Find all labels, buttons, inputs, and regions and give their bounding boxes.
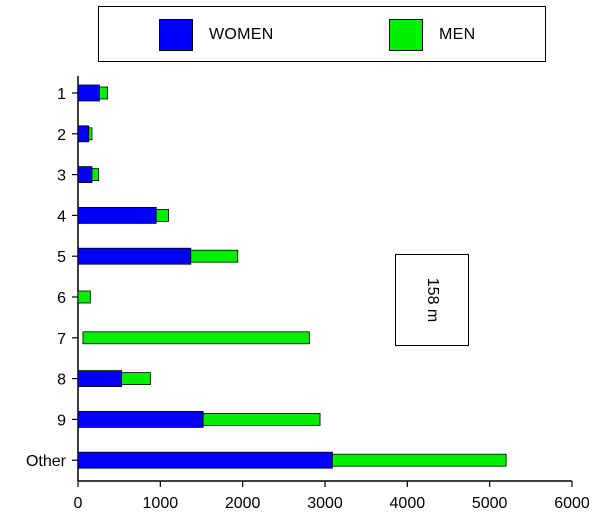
- legend-swatch-men: [389, 19, 423, 51]
- bar-men: [190, 249, 239, 263]
- y-tick-label: Other: [26, 453, 67, 470]
- legend-label-women: WOMEN: [209, 26, 274, 43]
- annotation-text: 158 m: [424, 277, 441, 323]
- legend-label-men: MEN: [439, 26, 476, 43]
- legend: WOMEN MEN: [98, 6, 546, 62]
- annotation-box: 158 m: [395, 254, 469, 346]
- bar-men: [121, 372, 151, 386]
- y-tick-label: 3: [57, 168, 66, 185]
- bar-men: [155, 208, 169, 222]
- y-tick-label: 4: [57, 208, 66, 225]
- bar-men: [77, 290, 91, 304]
- bar-women: [77, 247, 192, 265]
- bar-men: [91, 168, 99, 182]
- legend-swatch-women: [159, 19, 193, 51]
- bar-women: [77, 125, 90, 143]
- bar-men: [99, 86, 109, 100]
- bar-men: [88, 127, 93, 141]
- bar-women: [77, 451, 333, 469]
- legend-item-women: WOMEN: [159, 19, 274, 51]
- y-tick-label: 2: [57, 127, 66, 144]
- y-tick-label: 6: [57, 290, 66, 307]
- x-tick-label: 4000: [390, 495, 426, 512]
- legend-item-men: MEN: [389, 19, 475, 51]
- bar-women: [77, 370, 123, 388]
- bar-women: [77, 84, 100, 102]
- bar-men: [82, 331, 310, 345]
- x-tick-label: 0: [74, 495, 83, 512]
- y-tick-label: 5: [57, 249, 66, 266]
- bar-men: [202, 412, 321, 426]
- y-tick-label: 1: [57, 86, 66, 103]
- bar-women: [77, 166, 93, 184]
- x-tick-label: 2000: [225, 495, 261, 512]
- y-tick-label: 7: [57, 331, 66, 348]
- x-tick-label: 6000: [554, 495, 590, 512]
- y-tick-label: 9: [57, 412, 66, 429]
- bar-women: [77, 206, 157, 224]
- x-tick-label: 5000: [472, 495, 508, 512]
- bar-men: [332, 453, 507, 467]
- x-tick-label: 1000: [143, 495, 179, 512]
- x-tick-label: 3000: [307, 495, 343, 512]
- bar-women: [77, 410, 204, 428]
- y-tick-label: 8: [57, 372, 66, 389]
